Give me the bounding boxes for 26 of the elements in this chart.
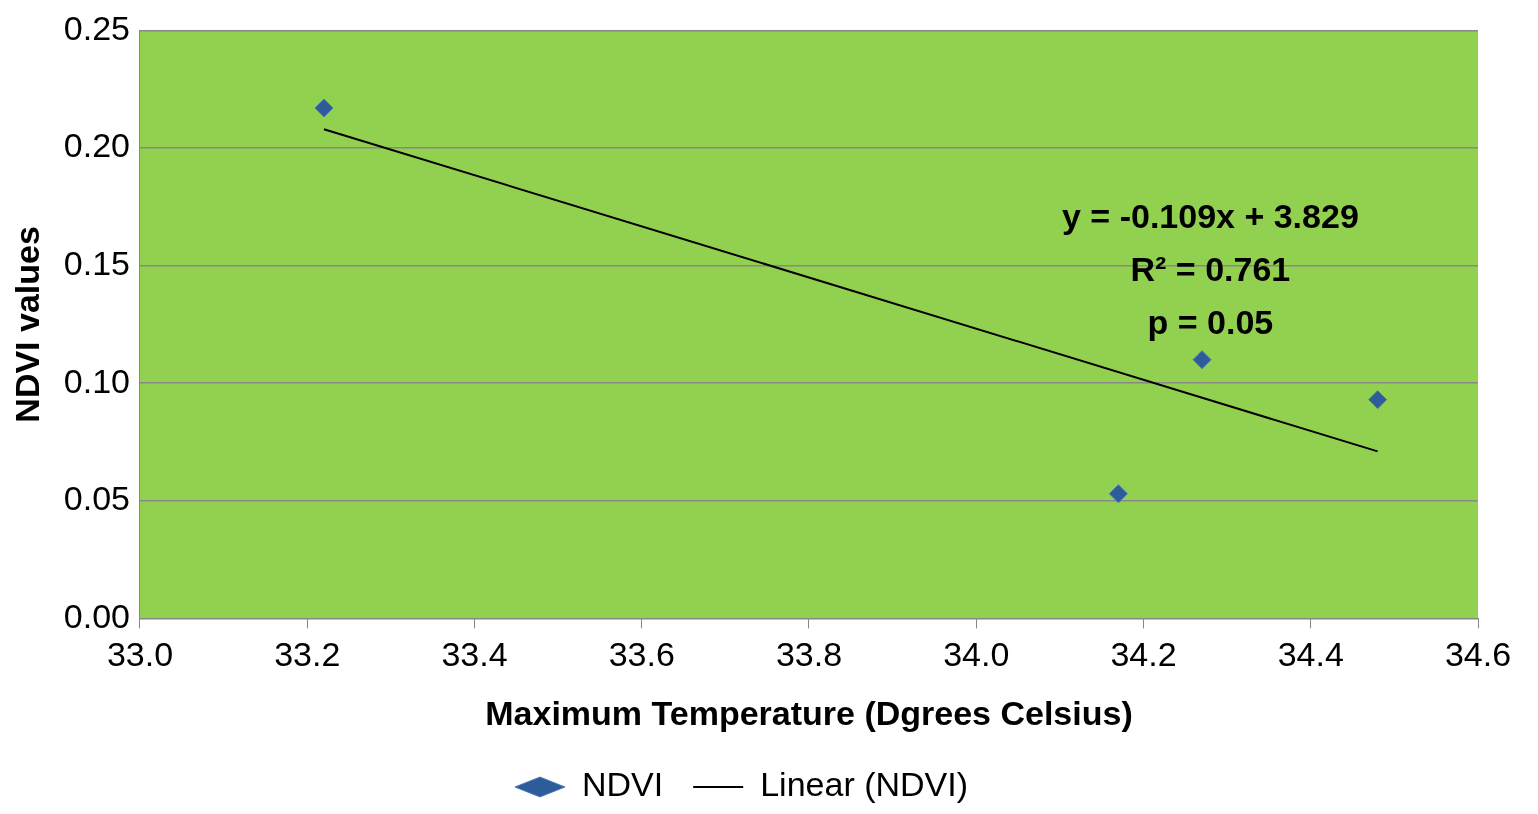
y-tick-label: 0.25 <box>63 8 130 47</box>
x-tick-label: 34.2 <box>1110 635 1177 674</box>
x-axis-title: Maximum Temperature (Dgrees Celsius) <box>485 693 1133 732</box>
x-tick-label: 33.6 <box>608 635 675 674</box>
annotation: R² = 0.761 <box>1130 249 1291 288</box>
y-tick-label: 0.00 <box>63 596 130 635</box>
y-tick-label: 0.15 <box>63 243 130 282</box>
annotation: y = -0.109x + 3.829 <box>1061 196 1359 235</box>
annotation: p = 0.05 <box>1147 302 1274 341</box>
x-tick-label: 34.6 <box>1444 635 1512 674</box>
y-tick-label: 0.20 <box>63 126 130 165</box>
x-tick-label: 33.4 <box>441 635 508 674</box>
legend-label: NDVI <box>581 765 664 804</box>
y-axis-title: NDVI values <box>7 226 46 423</box>
point <box>1108 484 1128 504</box>
point <box>1368 390 1388 410</box>
x-tick-label: 34.4 <box>1277 635 1344 674</box>
point <box>1192 350 1212 370</box>
x-tick-label: 33.8 <box>775 635 843 674</box>
x-tick-label: 34.0 <box>943 635 1010 674</box>
point <box>314 98 334 118</box>
y-tick-label: 0.10 <box>63 361 130 400</box>
legend-label: Linear (NDVI) <box>760 765 969 804</box>
x-tick-label: 33.2 <box>274 635 341 674</box>
x-tick-label: 33.0 <box>106 635 174 674</box>
y-tick-label: 0.05 <box>63 479 130 518</box>
